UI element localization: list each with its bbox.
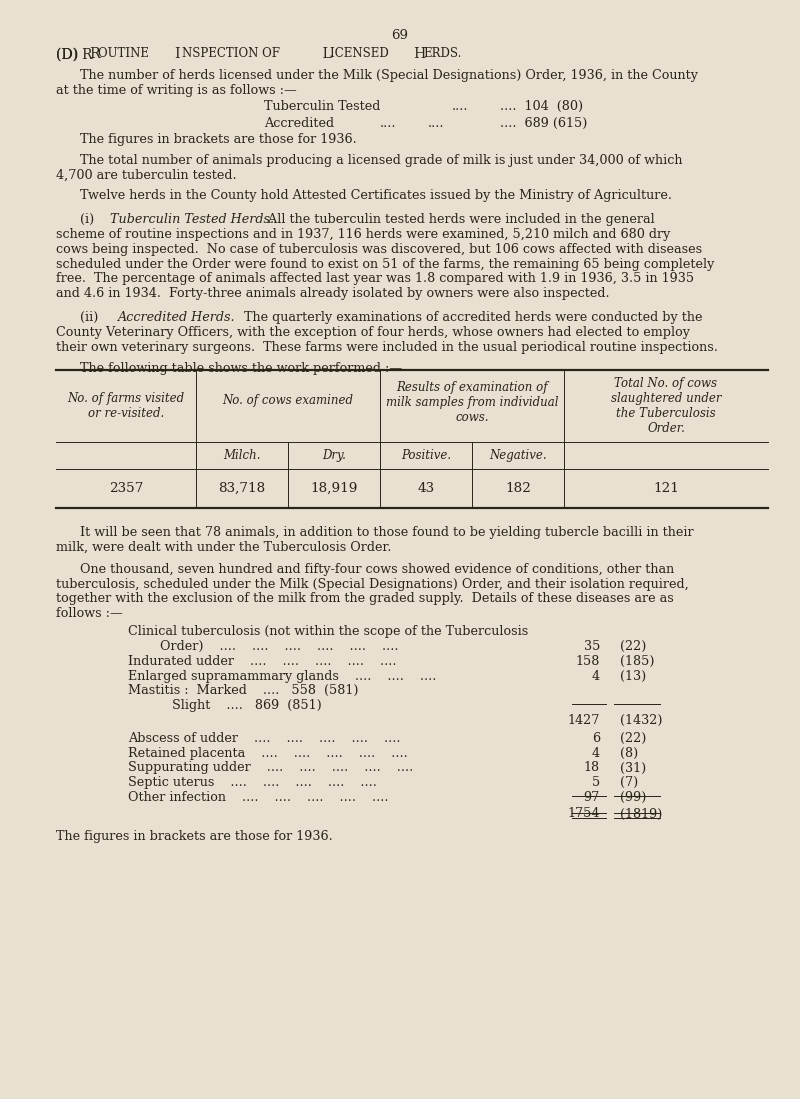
Text: (185): (185): [620, 655, 654, 668]
Text: It will be seen that 78 animals, in addition to those found to be yielding tuber: It will be seen that 78 animals, in addi…: [80, 525, 694, 539]
Text: Septic uterus    ....    ....    ....    ....    ....: Septic uterus .... .... .... .... ....: [128, 776, 377, 789]
Text: One thousand, seven hundred and fifty-four cows showed evidence of conditions, o: One thousand, seven hundred and fifty-fo…: [80, 563, 674, 576]
Text: 1754: 1754: [567, 808, 600, 821]
Text: OUTINE: OUTINE: [98, 47, 153, 60]
Text: R: R: [90, 47, 100, 62]
Text: NSPECTION OF: NSPECTION OF: [182, 47, 280, 60]
Text: All the tuberculin tested herds were included in the general: All the tuberculin tested herds were inc…: [260, 213, 654, 226]
Text: ....  689 (615): .... 689 (615): [500, 116, 587, 130]
Text: (i): (i): [80, 213, 98, 226]
Text: No. of farms visited
or re-visited.: No. of farms visited or re-visited.: [67, 392, 185, 420]
Text: L: L: [318, 47, 332, 62]
Text: 43: 43: [418, 482, 434, 495]
Text: Suppurating udder    ....    ....    ....    ....    ....: Suppurating udder .... .... .... .... ..…: [128, 762, 414, 775]
Text: scheme of routine inspections and in 1937, 116 herds were examined, 5,210 milch : scheme of routine inspections and in 193…: [56, 227, 670, 241]
Text: cows being inspected.  No case of tuberculosis was discovered, but 106 cows affe: cows being inspected. No case of tubercu…: [56, 243, 702, 256]
Text: Tuberculin Tested Herds.: Tuberculin Tested Herds.: [110, 213, 274, 226]
Text: Order)    ....    ....    ....    ....    ....    ....: Order) .... .... .... .... .... ....: [160, 640, 398, 653]
Text: tuberculosis, scheduled under the Milk (Special Designations) Order, and their i: tuberculosis, scheduled under the Milk (…: [56, 577, 689, 590]
Text: ....: ....: [380, 116, 397, 130]
Text: The quarterly examinations of accredited herds were conducted by the: The quarterly examinations of accredited…: [236, 311, 702, 324]
Text: their own veterinary surgeons.  These farms were included in the usual periodica: their own veterinary surgeons. These far…: [56, 341, 718, 354]
Text: 2357: 2357: [109, 482, 143, 495]
Text: Other infection    ....    ....    ....    ....    ....: Other infection .... .... .... .... ....: [128, 791, 389, 804]
Text: at the time of writing is as follows :—: at the time of writing is as follows :—: [56, 84, 297, 97]
Text: Accredited Herds.: Accredited Herds.: [118, 311, 235, 324]
Text: ....: ....: [428, 116, 445, 130]
Text: Total No. of cows
slaughtered under
the Tuberculosis
Order.: Total No. of cows slaughtered under the …: [610, 377, 722, 435]
Text: (7): (7): [620, 776, 638, 789]
Text: Abscess of udder    ....    ....    ....    ....    ....: Abscess of udder .... .... .... .... ...…: [128, 732, 401, 745]
Text: and 4.6 in 1934.  Forty-three animals already isolated by owners were also inspe: and 4.6 in 1934. Forty-three animals alr…: [56, 287, 610, 300]
Text: 1427: 1427: [568, 714, 600, 728]
Text: County Veterinary Officers, with the exception of four herds, whose owners had e: County Veterinary Officers, with the exc…: [56, 326, 690, 338]
Text: Mastitis :  Marked    ....   558  (581): Mastitis : Marked .... 558 (581): [128, 685, 358, 698]
Text: Tuberculin Tested: Tuberculin Tested: [264, 100, 380, 113]
Text: (D) R: (D) R: [56, 47, 93, 62]
Text: scheduled under the Order were found to exist on 51 of the farms, the remaining : scheduled under the Order were found to …: [56, 257, 714, 270]
Text: Enlarged supramammary glands    ....    ....    ....: Enlarged supramammary glands .... .... .…: [128, 669, 436, 682]
Text: 182: 182: [505, 482, 531, 495]
Text: (1819): (1819): [620, 808, 662, 821]
Text: 6: 6: [592, 732, 600, 745]
Text: Twelve herds in the County hold Attested Certificates issued by the Ministry of : Twelve herds in the County hold Attested…: [80, 189, 672, 202]
Text: Retained placenta    ....    ....    ....    ....    ....: Retained placenta .... .... .... .... ..…: [128, 746, 408, 759]
Text: (31): (31): [620, 762, 646, 775]
Text: 5: 5: [592, 776, 600, 789]
Text: 4: 4: [592, 746, 600, 759]
Text: Dry.: Dry.: [322, 449, 346, 462]
Text: Milch.: Milch.: [223, 449, 261, 462]
Text: 158: 158: [576, 655, 600, 668]
Text: (99): (99): [620, 791, 646, 804]
Text: No. of cows examined: No. of cows examined: [222, 395, 354, 407]
Text: follows :—: follows :—: [56, 607, 122, 620]
Text: (22): (22): [620, 732, 646, 745]
Text: Slight    ....   869  (851): Slight .... 869 (851): [172, 699, 322, 712]
Text: 83,718: 83,718: [218, 482, 266, 495]
Text: Results of examination of
milk samples from individual
cows.: Results of examination of milk samples f…: [386, 381, 558, 424]
Text: 121: 121: [653, 482, 679, 495]
Text: free.  The percentage of animals affected last year was 1.8 compared with 1.9 in: free. The percentage of animals affected…: [56, 273, 694, 286]
Text: 18: 18: [584, 762, 600, 775]
Text: Clinical tuberculosis (not within the scope of the Tuberculosis: Clinical tuberculosis (not within the sc…: [128, 625, 528, 639]
Text: ICENSED: ICENSED: [330, 47, 393, 60]
Text: The figures in brackets are those for 1936.: The figures in brackets are those for 19…: [56, 830, 333, 843]
Text: The total number of animals producing a licensed grade of milk is just under 34,: The total number of animals producing a …: [80, 154, 682, 167]
Text: ERDS.: ERDS.: [423, 47, 462, 60]
Text: (1432): (1432): [620, 714, 662, 728]
Text: Positive.: Positive.: [401, 449, 451, 462]
Text: The number of herds licensed under the Milk (Special Designations) Order, 1936, : The number of herds licensed under the M…: [80, 69, 698, 82]
Text: 4: 4: [592, 669, 600, 682]
Text: together with the exclusion of the milk from the graded supply.  Details of thes: together with the exclusion of the milk …: [56, 592, 674, 606]
Text: (22): (22): [620, 640, 646, 653]
Text: (ii): (ii): [80, 311, 102, 324]
Text: milk, were dealt with under the Tuberculosis Order.: milk, were dealt with under the Tubercul…: [56, 541, 391, 554]
Text: Accredited: Accredited: [264, 116, 334, 130]
Text: (D): (D): [56, 47, 83, 62]
Text: The figures in brackets are those for 1936.: The figures in brackets are those for 19…: [80, 133, 357, 146]
Text: (13): (13): [620, 669, 646, 682]
Text: H: H: [414, 47, 426, 62]
Text: (8): (8): [620, 746, 638, 759]
Text: ....: ....: [452, 100, 469, 113]
Text: I: I: [174, 47, 180, 62]
Text: 69: 69: [391, 29, 409, 42]
Text: Negative.: Negative.: [489, 449, 547, 462]
Text: Indurated udder    ....    ....    ....    ....    ....: Indurated udder .... .... .... .... ....: [128, 655, 397, 668]
Text: ....  104  (80): .... 104 (80): [500, 100, 583, 113]
Text: 35: 35: [584, 640, 600, 653]
Text: 4,700 are tuberculin tested.: 4,700 are tuberculin tested.: [56, 168, 237, 181]
Text: 97: 97: [584, 791, 600, 804]
Text: 18,919: 18,919: [310, 482, 358, 495]
Text: The following table shows the work performed :—: The following table shows the work perfo…: [80, 362, 402, 375]
